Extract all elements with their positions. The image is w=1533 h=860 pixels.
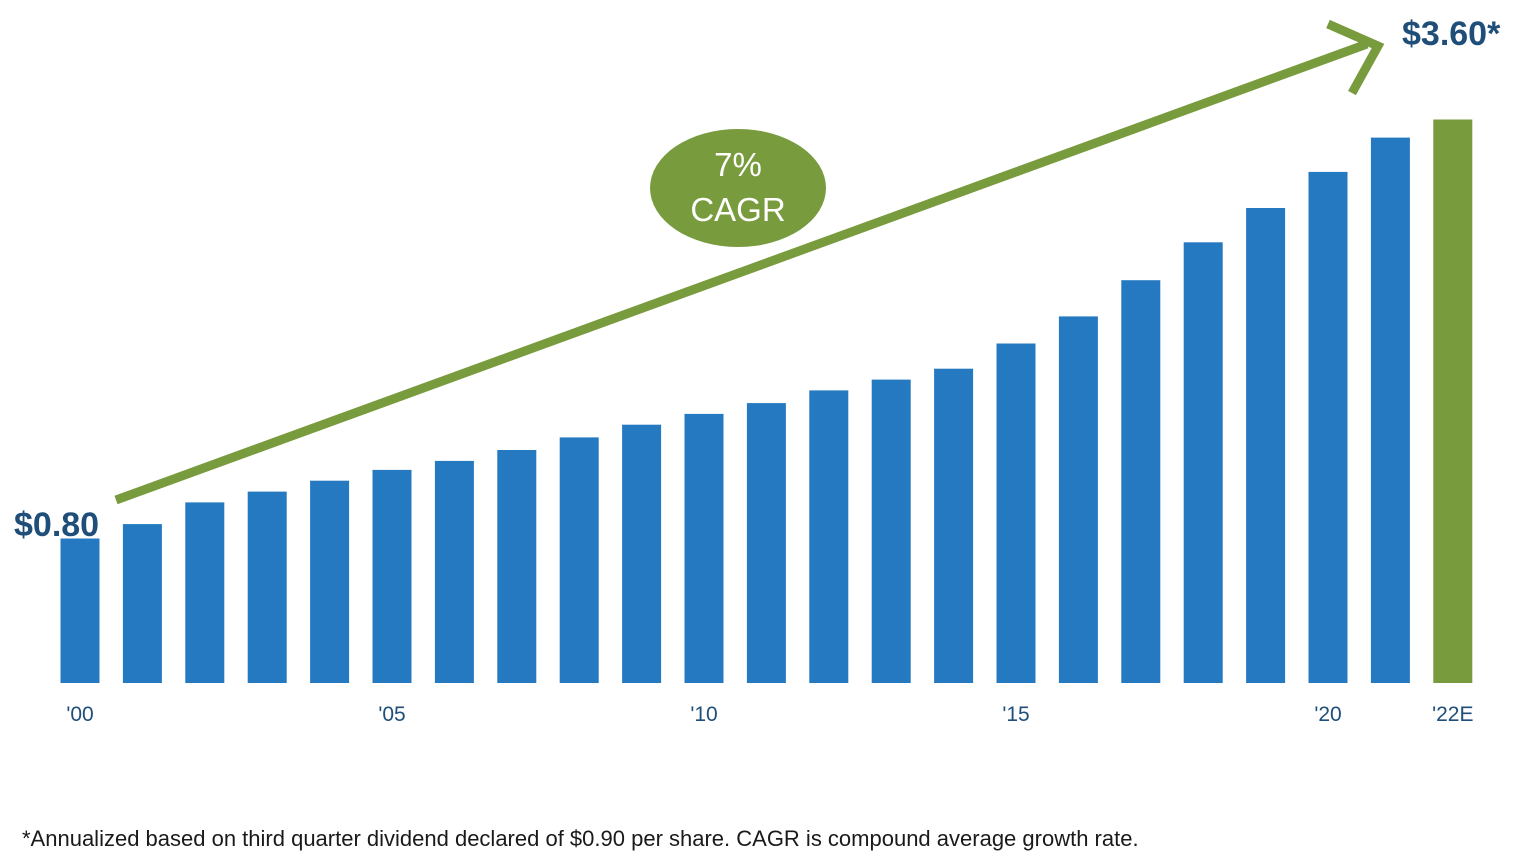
cagr-value: 7% bbox=[714, 146, 762, 183]
bar-22 bbox=[1433, 119, 1473, 683]
bar-0 bbox=[60, 538, 100, 683]
cagr-badge: 7% CAGR bbox=[650, 129, 826, 247]
bar-5 bbox=[372, 469, 412, 683]
bar-6 bbox=[434, 460, 474, 683]
x-axis-ticks: '00 '05 '10 '15 '20 '22E bbox=[66, 703, 1473, 726]
growth-arrow-head bbox=[1326, 19, 1385, 96]
bar-13 bbox=[871, 379, 911, 683]
bar-15 bbox=[996, 343, 1036, 683]
bars-group bbox=[60, 119, 1473, 684]
bar-8 bbox=[559, 437, 599, 683]
x-tick-label: '05 bbox=[378, 703, 405, 726]
x-tick-label: '22E bbox=[1432, 703, 1473, 726]
x-tick-label: '00 bbox=[66, 703, 93, 726]
bar-21 bbox=[1370, 137, 1410, 684]
bar-11 bbox=[746, 403, 786, 683]
bar-1 bbox=[122, 524, 162, 683]
x-tick-label: '20 bbox=[1314, 703, 1341, 726]
bar-19 bbox=[1246, 208, 1286, 683]
growth-arrow-line bbox=[114, 39, 1369, 505]
bar-4 bbox=[310, 480, 350, 683]
growth-arrow bbox=[114, 19, 1385, 505]
x-tick-label: '10 bbox=[690, 703, 717, 726]
dividend-growth-chart: '00 '05 '10 '15 '20 '22E 7% CAGR $0.80 $3.60* bbox=[14, 15, 1501, 726]
bar-18 bbox=[1183, 242, 1223, 684]
end-value-label: $3.60* bbox=[1402, 15, 1501, 53]
bar-3 bbox=[247, 491, 287, 683]
cagr-label: CAGR bbox=[690, 191, 785, 228]
bar-17 bbox=[1121, 280, 1161, 683]
bar-12 bbox=[809, 390, 849, 683]
bar-16 bbox=[1058, 316, 1098, 683]
bar-7 bbox=[497, 450, 537, 683]
x-tick-label: '15 bbox=[1002, 703, 1029, 726]
bar-14 bbox=[934, 368, 974, 683]
footnote: *Annualized based on third quarter divid… bbox=[22, 826, 1139, 851]
bar-2 bbox=[185, 502, 225, 683]
bar-20 bbox=[1308, 171, 1348, 683]
bar-9 bbox=[622, 424, 662, 683]
cagr-ellipse bbox=[650, 129, 826, 247]
bar-10 bbox=[684, 413, 724, 683]
start-value-label: $0.80 bbox=[14, 506, 99, 544]
